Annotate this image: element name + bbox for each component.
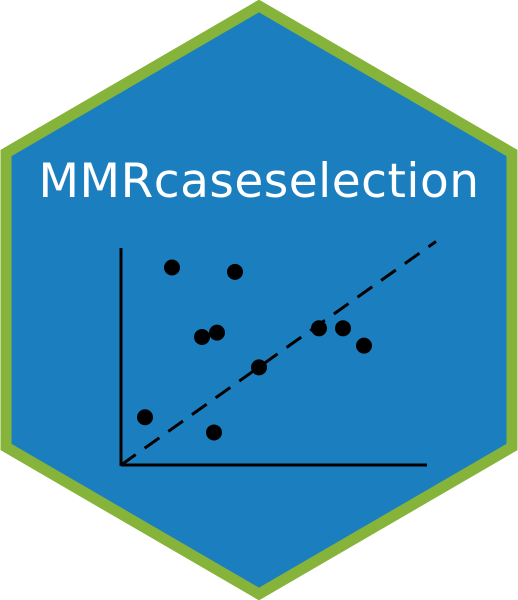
- regression-line: [120, 240, 437, 467]
- data-point: [356, 337, 372, 354]
- data-point: [137, 409, 153, 426]
- package-title: MMRcaseselection: [38, 154, 480, 209]
- data-point: [335, 320, 351, 337]
- data-point: [209, 324, 225, 341]
- scatter-plot: [119, 240, 437, 467]
- data-point: [311, 320, 327, 337]
- data-point: [206, 424, 222, 441]
- data-point: [251, 359, 267, 376]
- data-point: [194, 328, 210, 345]
- data-point: [164, 259, 180, 276]
- data-point: [227, 263, 243, 280]
- data-points: [137, 259, 372, 441]
